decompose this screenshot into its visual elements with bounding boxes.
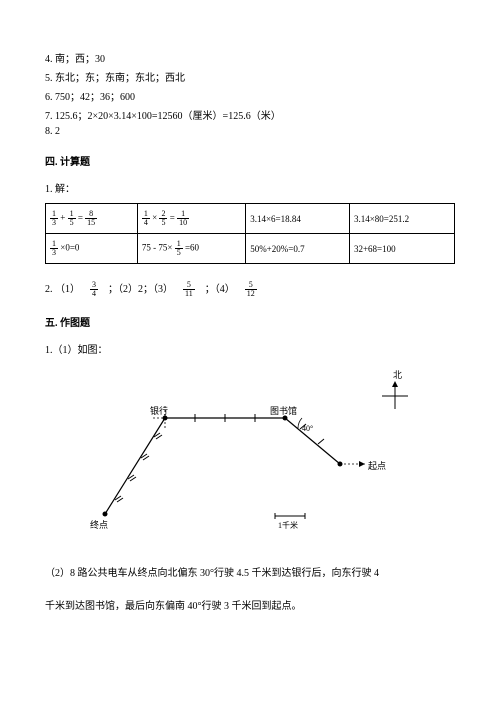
cell-r2c4: 32+68=100 [349,234,454,264]
cell-r2c3: 50%+20%=0.7 [246,234,350,264]
answer-5: 5. 东北；东；东南；东北；西北 [45,69,455,84]
cell-r1c2: 14 × 25 = 110 [137,204,245,234]
answer-8: 8. 2 [45,126,455,137]
angle-label: 40° [302,424,313,433]
route-diagram: 北 [80,376,420,536]
section-5-title: 五. 作图题 [45,314,455,329]
q2-para-line2: 千米到达图书馆，最后向东偏南 40°行驶 3 千米回到起点。 [45,597,455,612]
answer-6: 6. 750；42；36；600 [45,88,455,103]
end-label: 终点 [90,518,108,531]
q2-para-line1: （2）8 路公共电车从终点向北偏东 30°行驶 4.5 千米到达银行后，向东行驶… [45,564,455,579]
library-label: 图书馆 [270,404,297,417]
section-4-title: 四. 计算题 [45,153,455,168]
table-row: 13 + 15 = 815 14 × 25 = 110 3.14×6=18.84… [46,204,455,234]
cell-r2c2: 75 - 75× 15 =60 [137,234,245,264]
calculation-table: 13 + 15 = 815 14 × 25 = 110 3.14×6=18.84… [45,203,455,264]
answer-7: 7. 125.6；2×20×3.14×100=12560（厘米）=125.6（米… [45,107,455,122]
cell-r1c3: 3.14×6=18.84 [246,204,350,234]
q2-line: 2. （1） 34 ；（2）2；（3） 511 ；（4） 512 [45,280,455,298]
route-svg [80,376,420,536]
q1-figure-label: 1.（1）如图： [45,341,455,356]
table-row: 13 ×0=0 75 - 75× 15 =60 50%+20%=0.7 32+6… [46,234,455,264]
bank-label: 银行 [150,404,168,417]
cell-r1c4: 3.14×80=251.2 [349,204,454,234]
start-label: 起点 [368,459,386,472]
cell-r2c1: 13 ×0=0 [46,234,138,264]
q1-label: 1. 解： [45,180,455,195]
answer-4: 4. 南；西；30 [45,50,455,65]
cell-r1c1: 13 + 15 = 815 [46,204,138,234]
scale-label: 1千米 [278,520,298,531]
